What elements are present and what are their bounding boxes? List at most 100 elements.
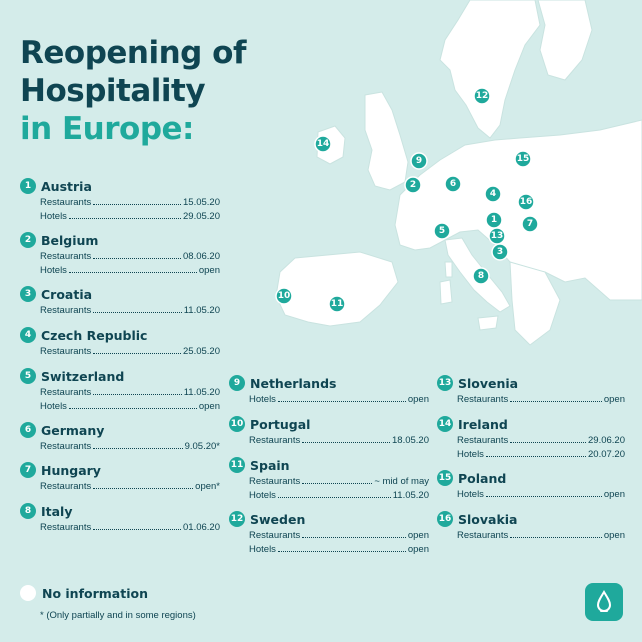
- country-name: Slovakia: [458, 511, 518, 527]
- land-shapes: [275, 0, 642, 346]
- country-name: Germany: [41, 422, 105, 438]
- map-marker-8: 8: [472, 267, 490, 285]
- info-row: Restaurants 01.06.20: [40, 522, 220, 533]
- map-markers: 1 2 3 4 5 6 7 8 9 10 11 12 13 14 15 16: [275, 87, 539, 313]
- svg-text:6: 6: [450, 179, 456, 189]
- info-row: Restaurants 25.05.20: [40, 346, 220, 357]
- country-hungary: 7 Hungary Restaurants open*: [20, 462, 220, 492]
- number-badge: 13: [437, 375, 453, 391]
- svg-text:14: 14: [317, 139, 330, 149]
- scandinavia-shape: [439, 0, 541, 139]
- great-britain-shape: [364, 91, 409, 191]
- info-row: Restaurants 9.05.20*: [40, 441, 220, 452]
- info-row: Hotels 29.05.20: [40, 211, 220, 222]
- map-marker-12: 12: [473, 87, 491, 105]
- number-badge: 3: [20, 286, 36, 302]
- info-row: Restaurants 29.06.20: [457, 435, 625, 446]
- map-marker-4: 4: [484, 185, 502, 203]
- country-belgium: 2 Belgium Restaurants 08.06.20 Hotels open: [20, 232, 220, 276]
- svg-text:13: 13: [491, 231, 504, 241]
- country-italy: 8 Italy Restaurants 01.06.20: [20, 503, 220, 533]
- country-name: Netherlands: [250, 375, 337, 391]
- country-spain: 11 Spain Restaurants ~ mid of may Hotels 11…: [229, 457, 429, 501]
- map-marker-16: 16: [517, 193, 535, 211]
- map-marker-14: 14: [314, 135, 332, 153]
- map-marker-1: 1: [485, 211, 503, 229]
- country-name: Sweden: [250, 511, 306, 527]
- legend-no-information: No information: [20, 585, 148, 601]
- country-name: Ireland: [458, 416, 508, 432]
- title-line-1: Reopening of: [20, 35, 246, 71]
- info-row: Hotels open: [40, 265, 220, 276]
- info-row: Restaurants 18.05.20: [249, 435, 429, 446]
- info-row: Hotels open: [457, 489, 625, 500]
- iberia-shape: [275, 251, 399, 327]
- number-badge: 16: [437, 511, 453, 527]
- country-name: Italy: [41, 503, 73, 519]
- info-row: Restaurants ~ mid of may: [249, 476, 429, 487]
- map-marker-10: 10: [275, 287, 293, 305]
- svg-text:15: 15: [517, 154, 530, 164]
- info-row: Hotels open: [249, 544, 429, 555]
- country-poland: 15 Poland Hotels open: [437, 470, 625, 500]
- svg-text:11: 11: [331, 299, 344, 309]
- number-badge: 14: [437, 416, 453, 432]
- svg-text:2: 2: [410, 180, 416, 190]
- number-badge: 12: [229, 511, 245, 527]
- svg-text:9: 9: [416, 156, 422, 166]
- finland-shape: [537, 0, 593, 81]
- country-sweden: 12 Sweden Restaurants open Hotels open: [229, 511, 429, 555]
- info-row: Hotels open: [249, 394, 429, 405]
- corsica-shape: [444, 261, 453, 278]
- map-marker-7: 7: [521, 215, 539, 233]
- country-czech-republic: 4 Czech Republic Restaurants 25.05.20: [20, 327, 220, 357]
- info-row: Hotels open: [40, 401, 220, 412]
- country-slovakia: 16 Slovakia Restaurants open: [437, 511, 625, 541]
- map-marker-3: 3: [491, 243, 509, 261]
- info-row: Restaurants 11.05.20: [40, 387, 220, 398]
- map-marker-2: 2: [404, 176, 422, 194]
- svg-text:7: 7: [527, 219, 533, 229]
- country-name: Austria: [41, 178, 92, 194]
- continental-europe-shape: [394, 119, 642, 301]
- map-marker-9: 9: [410, 152, 428, 170]
- country-netherlands: 9 Netherlands Hotels open: [229, 375, 429, 405]
- map-marker-15: 15: [514, 150, 532, 168]
- sardinia-shape: [439, 279, 453, 305]
- balkans-shape: [509, 261, 561, 346]
- map-marker-5: 5: [433, 222, 451, 240]
- svg-text:12: 12: [476, 91, 489, 101]
- info-row: Restaurants open: [457, 530, 625, 541]
- number-badge: 9: [229, 375, 245, 391]
- country-name: Portugal: [250, 416, 311, 432]
- title-line-2: Hospitality: [20, 73, 206, 109]
- number-badge: 15: [437, 470, 453, 486]
- info-row: Restaurants 15.05.20: [40, 197, 220, 208]
- footnote: * (Only partially and in some regions): [40, 610, 196, 621]
- number-badge: 4: [20, 327, 36, 343]
- map-marker-6: 6: [444, 175, 462, 193]
- number-badge: 10: [229, 416, 245, 432]
- country-austria: 1 Austria Restaurants 15.05.20 Hotels 29.05…: [20, 178, 220, 222]
- number-badge: 2: [20, 232, 36, 248]
- svg-text:8: 8: [478, 271, 484, 281]
- number-badge: 1: [20, 178, 36, 194]
- country-name: Hungary: [41, 462, 101, 478]
- country-switzerland: 5 Switzerland Restaurants 11.05.20 Hotels o…: [20, 368, 220, 412]
- number-badge: 6: [20, 422, 36, 438]
- info-row: Restaurants 08.06.20: [40, 251, 220, 262]
- number-badge: 5: [20, 368, 36, 384]
- number-badge: 7: [20, 462, 36, 478]
- number-badge: 8: [20, 503, 36, 519]
- droplet-icon: [596, 590, 612, 612]
- country-slovenia: 13 Slovenia Restaurants open: [437, 375, 625, 405]
- country-name: Slovenia: [458, 375, 519, 391]
- info-row: Restaurants open*: [40, 481, 220, 492]
- country-name: Poland: [458, 470, 507, 486]
- svg-text:4: 4: [490, 189, 496, 199]
- svg-text:1: 1: [491, 215, 497, 225]
- sicily-shape: [477, 315, 499, 331]
- europe-map: 1 2 3 4 5 6 7 8 9 10 11 12 13 14 15 16: [275, 0, 642, 346]
- svg-text:10: 10: [278, 291, 291, 301]
- country-ireland: 14 Ireland Restaurants 29.06.20 Hotels 20.0…: [437, 416, 625, 460]
